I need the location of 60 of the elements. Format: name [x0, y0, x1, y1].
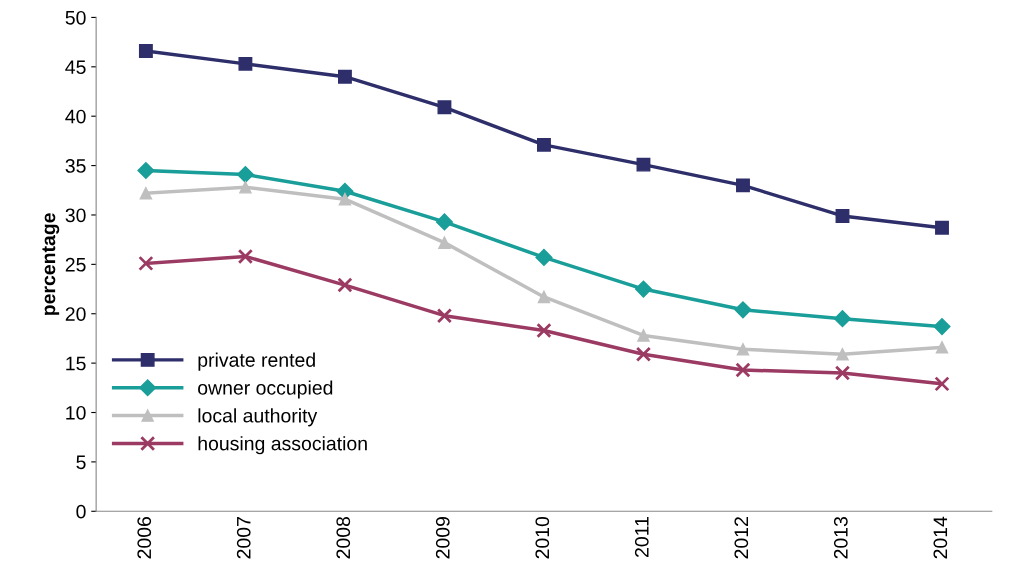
x-tick-label: 2010	[535, 516, 550, 559]
point	[834, 365, 851, 381]
point	[536, 322, 552, 339]
point	[637, 329, 650, 342]
point	[139, 186, 153, 200]
point	[537, 290, 551, 304]
point	[736, 178, 750, 193]
point	[138, 255, 154, 272]
point	[438, 236, 451, 249]
legend-label: private rented	[198, 352, 315, 371]
legend-label: owner occupied	[198, 380, 333, 399]
point	[137, 161, 155, 180]
point	[735, 362, 751, 378]
x-tick-label: 2006	[137, 516, 152, 559]
point	[537, 137, 551, 152]
x-tick-label: 2008	[336, 516, 351, 559]
x-tick-label: 2009	[435, 517, 450, 559]
point	[934, 376, 950, 392]
point	[734, 301, 752, 319]
y-tick-label: 0	[76, 504, 86, 519]
x-tick-label: 2012	[734, 517, 749, 559]
point	[436, 308, 453, 324]
x-tick-label: 2007	[236, 517, 251, 559]
point	[535, 248, 553, 266]
point	[338, 192, 352, 206]
y-tick-label: 35	[65, 159, 86, 173]
point	[736, 343, 750, 356]
legend-label: local authority	[198, 408, 318, 427]
point	[635, 346, 652, 362]
x-tick-label: 2013	[833, 516, 848, 559]
y-tick-label: 5	[76, 455, 86, 470]
legend-label: housing association	[198, 436, 367, 455]
y-tick-label: 10	[66, 405, 86, 420]
point	[836, 347, 849, 361]
point	[237, 248, 254, 265]
point	[634, 280, 653, 298]
y-tick-label: 50	[65, 10, 86, 25]
y-tick-label: 25	[65, 257, 86, 272]
point	[238, 56, 253, 71]
point	[833, 310, 852, 328]
y-tick-label: 20	[65, 307, 86, 321]
point	[236, 165, 254, 184]
point	[337, 69, 352, 84]
point	[138, 44, 153, 58]
point	[935, 341, 949, 354]
x-tick-label: 2011	[634, 517, 649, 557]
y-axis-title: percentage	[42, 213, 60, 315]
point	[437, 100, 452, 115]
point	[935, 220, 949, 235]
point	[835, 209, 850, 223]
x-tick-label: 2014	[933, 516, 948, 559]
y-tick-label: 15	[66, 356, 86, 371]
point	[239, 181, 252, 194]
point	[337, 277, 353, 293]
y-tick-label: 45	[65, 60, 86, 75]
y-tick-label: 30	[65, 208, 86, 223]
point	[435, 213, 453, 231]
point	[933, 318, 951, 336]
point	[636, 157, 651, 172]
y-tick-label: 40	[65, 109, 86, 124]
